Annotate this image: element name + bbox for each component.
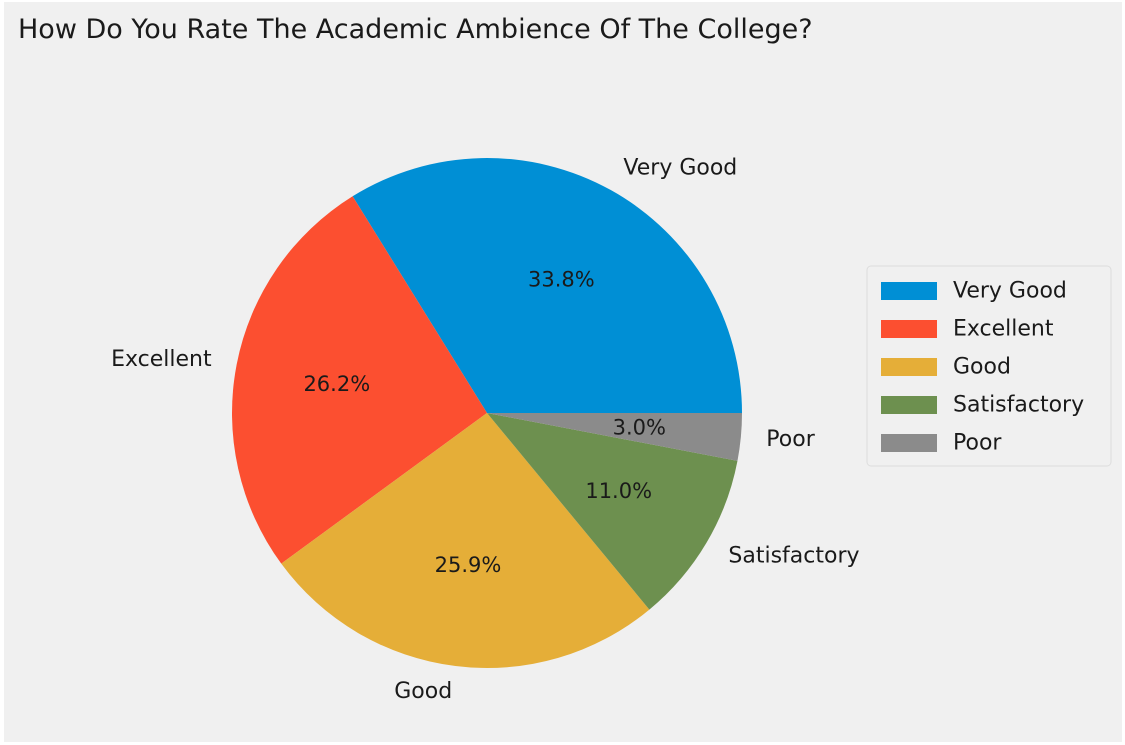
pie-chart: 33.8% Very Good 26.2% Excellent 25.9% Good 11.… xyxy=(111,155,1112,704)
legend-label-good: Good xyxy=(953,355,1011,380)
legend-label-satisfactory: Satisfactory xyxy=(953,393,1084,418)
legend-swatch-poor xyxy=(881,434,937,452)
legend-label-poor: Poor xyxy=(953,431,1002,456)
legend-swatch-very-good xyxy=(881,282,937,300)
chart-canvas: How Do You Rate The Academic Ambience Of… xyxy=(4,2,1122,742)
legend: Very Good Excellent Good Satisfactory Poor xyxy=(866,265,1112,467)
chart-title: How Do You Rate The Academic Ambience Of… xyxy=(18,14,813,45)
pie-slice-very-good xyxy=(352,157,742,413)
legend-swatch-excellent xyxy=(881,320,937,338)
pie-slice-excellent xyxy=(232,196,487,564)
slice-label-excellent: Excellent xyxy=(111,347,212,372)
slice-label-good: Good xyxy=(394,679,452,704)
slice-label-poor: Poor xyxy=(766,427,815,452)
slice-label-very-good: Very Good xyxy=(623,155,737,180)
pie-labels: 33.8% Very Good 26.2% Excellent 25.9% Good 11.… xyxy=(111,155,859,703)
pct-label-very-good: 33.8% xyxy=(528,267,595,291)
pie-slices xyxy=(232,157,742,668)
slice-label-satisfactory: Satisfactory xyxy=(728,543,859,568)
legend-swatch-satisfactory xyxy=(881,396,937,414)
legend-swatch-good xyxy=(881,358,937,376)
legend-frame xyxy=(866,265,1112,467)
pie-slice-good xyxy=(281,413,650,668)
legend-label-very-good: Very Good xyxy=(953,279,1067,304)
pct-label-satisfactory: 11.0% xyxy=(585,479,652,503)
pie-slice-poor xyxy=(487,413,742,461)
legend-label-excellent: Excellent xyxy=(953,317,1054,342)
pct-label-excellent: 26.2% xyxy=(303,372,370,396)
pct-label-poor: 3.0% xyxy=(613,415,666,439)
pie-slice-satisfactory xyxy=(487,413,738,610)
pct-label-good: 25.9% xyxy=(435,553,502,577)
